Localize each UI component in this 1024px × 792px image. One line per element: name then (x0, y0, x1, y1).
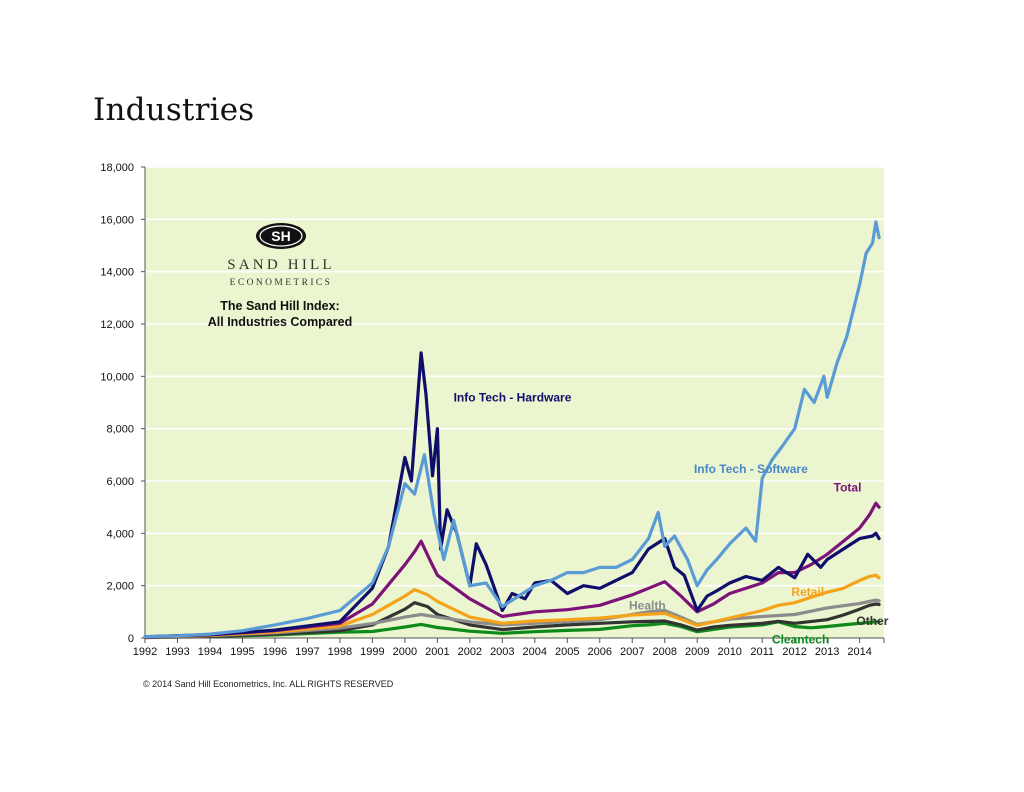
x-tick-label: 2002 (458, 646, 482, 658)
x-tick-label: 2000 (393, 646, 417, 658)
x-tick-label: 2009 (685, 646, 709, 658)
y-axis-ticks: 0 2,000 4,000 6,000 8,000 10,000 12,000 14,000 1… (100, 162, 145, 645)
y-tick-label: 4,000 (106, 528, 134, 540)
y-tick-label: 14,000 (100, 267, 134, 279)
gridlines (145, 166, 884, 587)
x-axis-ticks: 1992 1993 1994 1995 1996 1997 1998 1999 2000 2001… (133, 638, 885, 658)
x-tick-label: 2005 (555, 646, 579, 658)
x-tick-label: 1994 (198, 646, 222, 658)
x-tick-label: 2008 (652, 646, 676, 658)
y-tick-label: 12,000 (100, 319, 134, 331)
series-line-info-tech-software (143, 220, 881, 639)
y-tick-label: 0 (128, 633, 134, 645)
sand-hill-logo: SH SAND HILL ECONOMETRICS (227, 223, 335, 288)
x-tick-label: 1998 (328, 646, 352, 658)
logo-badge-ring (259, 225, 303, 247)
series-annotation: Health (629, 598, 666, 612)
x-tick-label: 2006 (588, 646, 612, 658)
copyright-notice: © 2014 Sand Hill Econometrics, Inc. ALL … (143, 679, 394, 689)
series-line-retail (143, 573, 881, 639)
series-annotation: Info Tech - Hardware (454, 390, 572, 404)
logo-line2: ECONOMETRICS (230, 278, 333, 288)
x-tick-label: 2003 (490, 646, 514, 658)
y-tick-label: 10,000 (100, 371, 134, 383)
x-tick-label: 2014 (847, 646, 871, 658)
x-tick-label: 1996 (263, 646, 287, 658)
series-annotation: Info Tech - Software (694, 462, 808, 476)
y-tick-label: 2,000 (106, 581, 134, 593)
logo-badge (256, 223, 306, 249)
x-tick-label: 2007 (620, 646, 644, 658)
x-tick-label: 2012 (782, 646, 806, 658)
series-lines (143, 220, 881, 640)
x-tick-label: 1992 (133, 646, 157, 658)
y-tick-label: 18,000 (100, 162, 134, 174)
x-tick-label: 1993 (165, 646, 189, 658)
y-tick-label: 16,000 (100, 214, 134, 226)
logo-monogram: SH (271, 228, 290, 244)
x-tick-label: 2004 (523, 646, 547, 658)
chart-subtitle: All Industries Compared (208, 315, 352, 329)
x-tick-label: 1997 (295, 646, 319, 658)
chart-title: The Sand Hill Index: (220, 299, 339, 313)
y-tick-label: 8,000 (106, 424, 134, 436)
x-tick-label: 2010 (717, 646, 741, 658)
x-tick-label: 1999 (360, 646, 384, 658)
series-line-cleantech (143, 620, 881, 640)
series-annotation: Total (834, 481, 862, 495)
axes (144, 167, 884, 639)
logo-line1: SAND HILL (227, 257, 335, 273)
x-tick-label: 1995 (230, 646, 254, 658)
series-line-other (143, 601, 881, 640)
x-tick-label: 2001 (425, 646, 449, 658)
series-annotations: Info Tech - Hardware Info Tech - Software… (454, 390, 889, 646)
x-tick-label: 2011 (750, 646, 774, 658)
series-annotation: Other (856, 614, 888, 628)
y-tick-label: 6,000 (106, 476, 134, 488)
series-line-total (143, 501, 881, 639)
x-tick-label: 2013 (815, 646, 839, 658)
series-line-info-tech-hardware (143, 351, 881, 639)
page-title: Industries (93, 92, 255, 128)
series-annotation: Retail (791, 585, 824, 599)
series-annotation: Cleantech (772, 632, 829, 646)
